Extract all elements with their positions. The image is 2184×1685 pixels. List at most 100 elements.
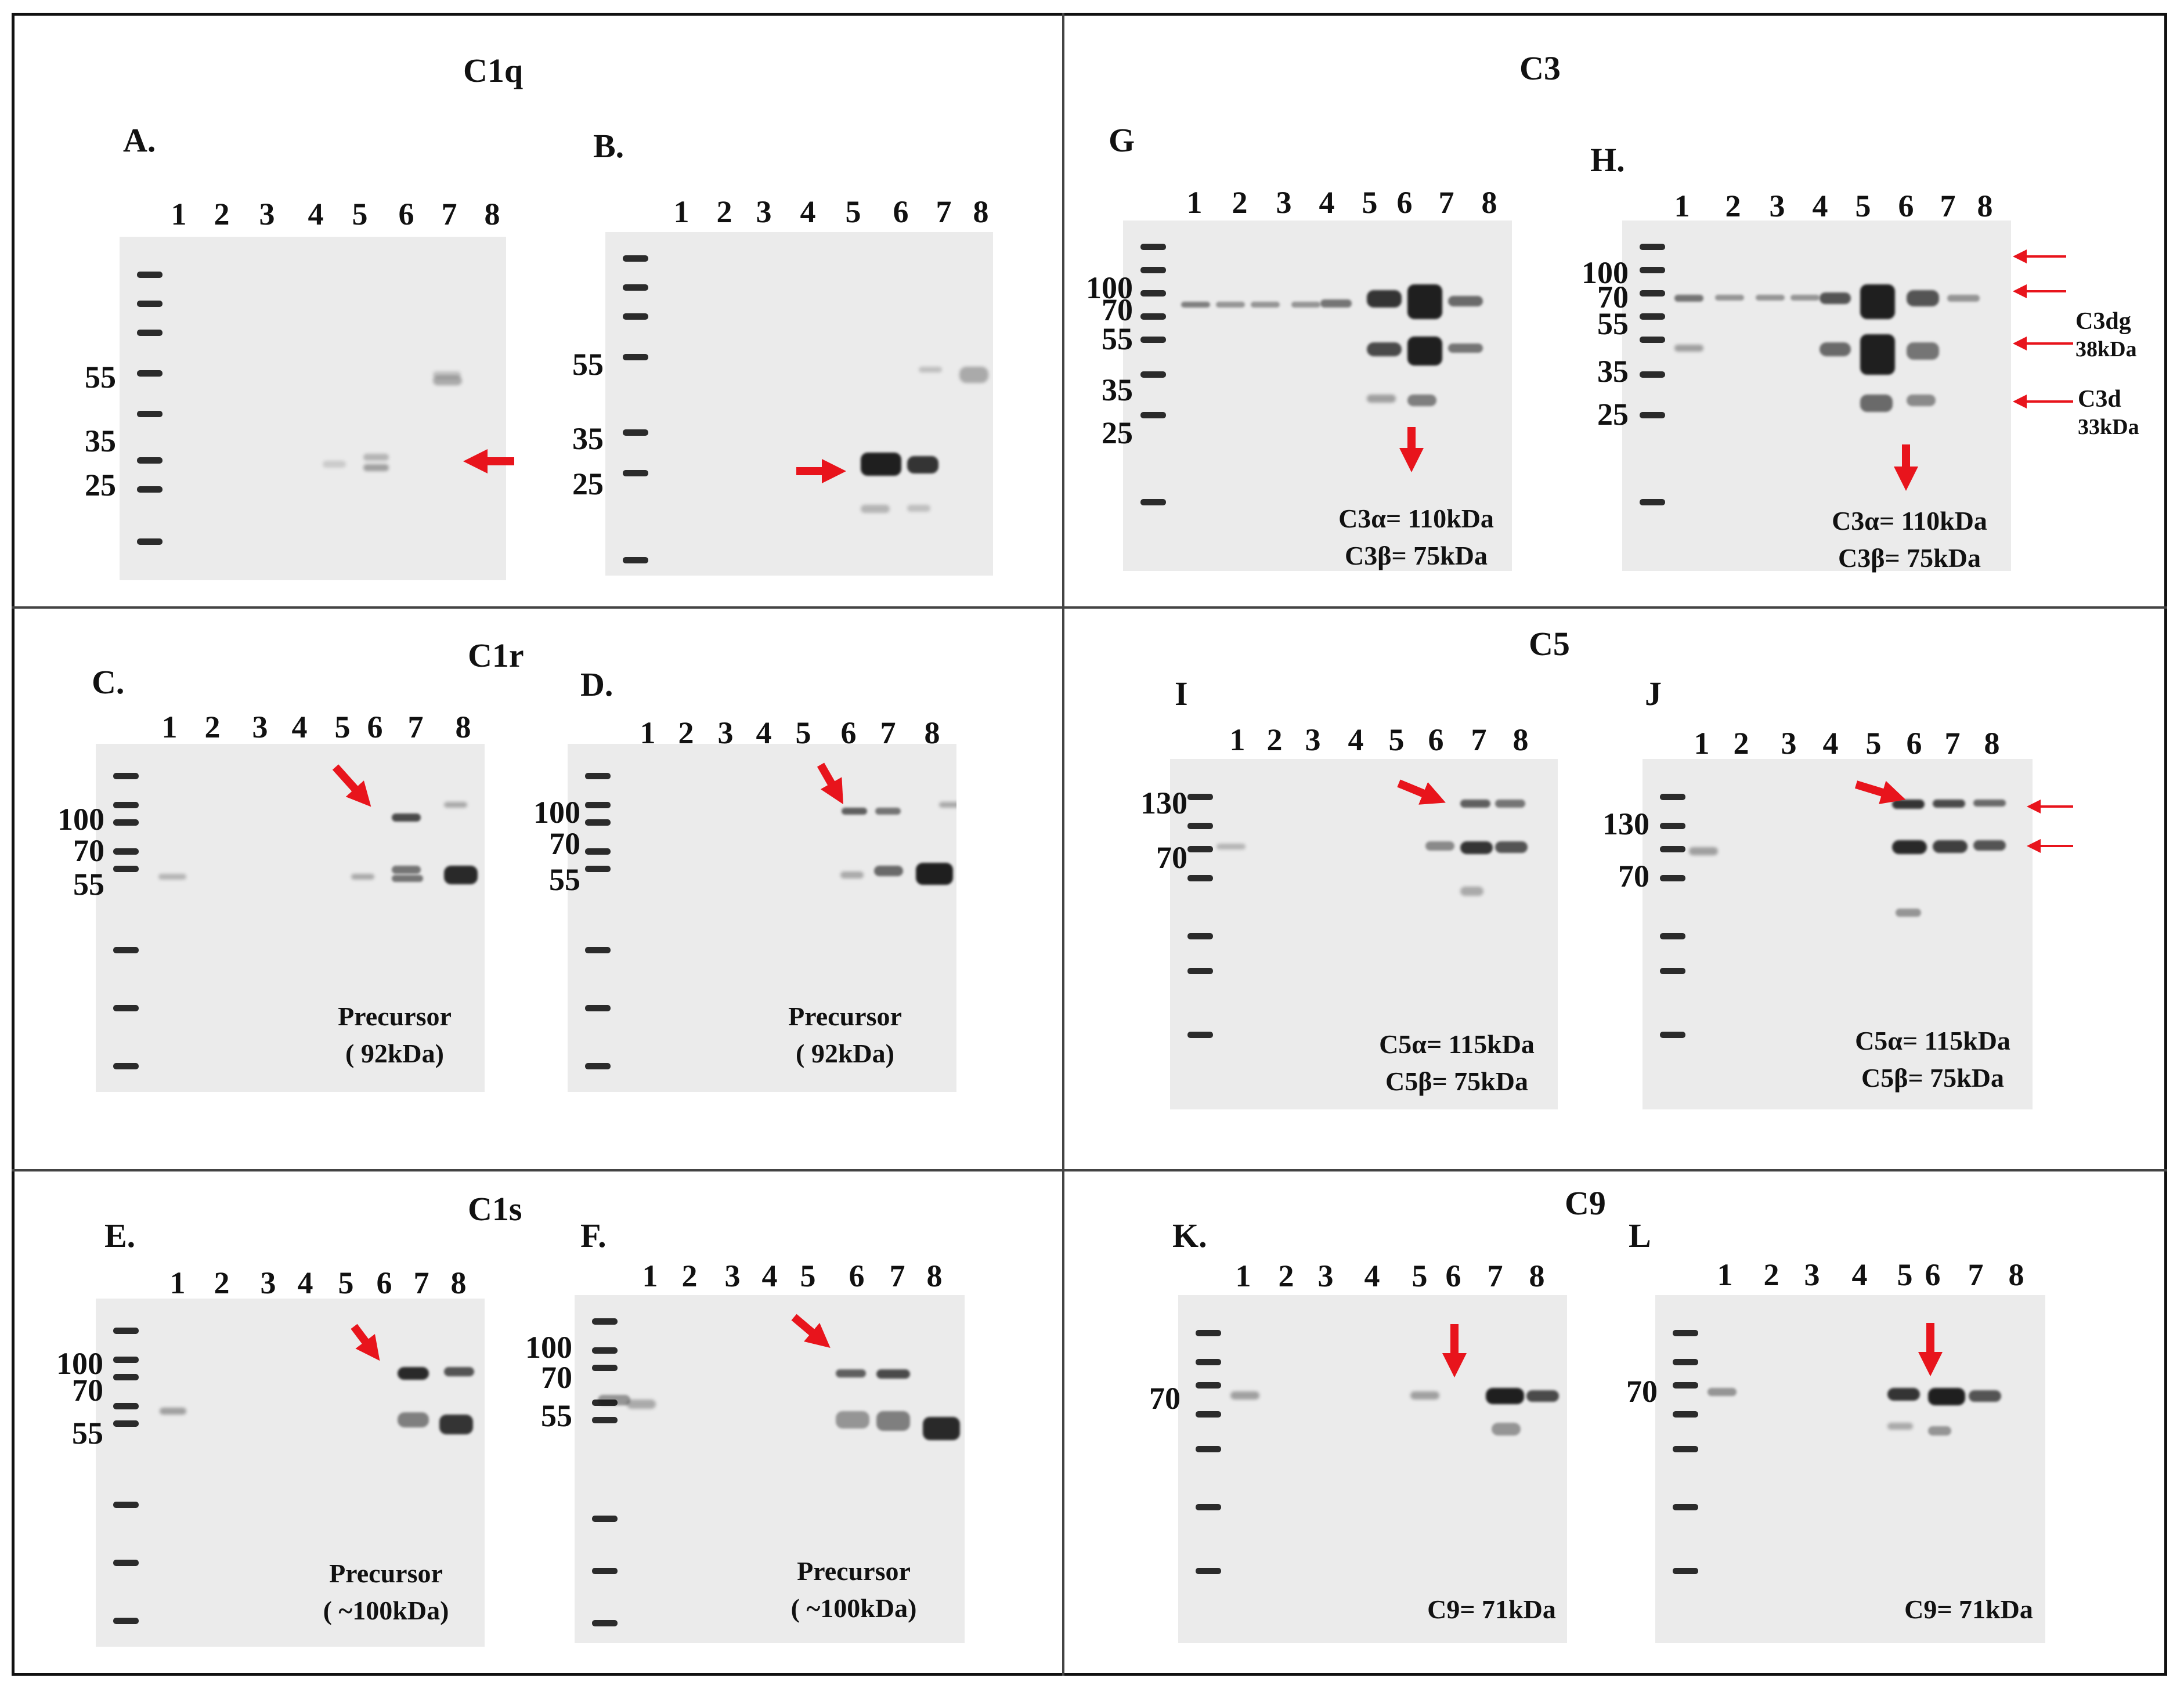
protein-band [1230,1391,1259,1400]
protein-band [1887,1423,1913,1430]
ladder-band [1660,933,1685,939]
lane-number: 8 [973,194,989,229]
lane-number: 1 [1674,189,1690,223]
ladder-band [113,773,139,779]
annotation-c3d: C3d 33kDa [2078,385,2139,441]
lane-number: 7 [413,1265,429,1300]
protein-band [1425,841,1454,851]
mw-label: 55 [85,360,116,395]
note-line: C3α= 110kDa [1338,504,1494,533]
lane-number: 4 [1319,185,1335,220]
ladder-band [137,457,163,464]
mw-label: 25 [572,467,604,501]
lane-number: 7 [1968,1257,1984,1292]
note-i: C5α= 115kDa C5β= 75kDa [1358,1026,1555,1100]
figure-frame [12,13,2167,1676]
protein-band [1367,290,1402,308]
protein-band [1907,342,1939,360]
protein-band [1181,302,1210,308]
ladder-band [1196,1411,1221,1418]
blot-f [575,1295,965,1643]
note-line: C9= 71kDa [1427,1594,1556,1624]
protein-band [874,866,903,876]
ladder-band [585,848,611,855]
mw-label: 55 [572,347,604,382]
annotation-text: 38kDa [2075,337,2137,361]
lane-number: 5 [1897,1257,1913,1292]
ladder-band [1673,1411,1698,1418]
protein-band [1933,840,1968,853]
ladder-band [623,429,648,436]
protein-band [939,802,956,808]
section-title-c1r: C1r [468,637,524,674]
lane-number: 7 [1471,722,1487,757]
note-line: C5α= 115kDa [1855,1026,2010,1055]
lane-number: 1 [640,715,656,750]
blot-h [1622,220,2011,571]
protein-band [398,1412,429,1427]
ladder-band [585,802,611,808]
ladder-band [1187,875,1213,881]
lane-number: 5 [1855,189,1871,223]
protein-band [876,1411,910,1431]
protein-band [836,1411,869,1429]
blot-k [1178,1295,1567,1643]
lane-number: 1 [1694,726,1710,761]
mw-label: 25 [1102,415,1133,450]
lane-number: 6 [376,1265,392,1300]
lane-number: 1 [1229,722,1246,757]
protein-band [1973,800,2006,807]
lane-number: 5 [334,710,351,744]
ladder-band [1187,823,1213,829]
lane-number: 7 [441,197,457,232]
protein-band [392,866,421,874]
lane-number: 4 [1364,1259,1380,1293]
ladder-band [1673,1568,1698,1574]
protein-band [392,813,421,822]
row-divider-1 [12,606,2167,609]
protein-band [1820,292,1851,304]
mw-label: 70 [73,833,104,868]
lane-number: 4 [1348,722,1364,757]
ladder-band [1187,1032,1213,1038]
protein-band [1674,295,1703,302]
ladder-band [592,1347,618,1354]
protein-band [1460,800,1490,808]
ladder-band [1187,846,1213,852]
protein-band [1947,295,1980,302]
note-line: C5α= 115kDa [1379,1029,1535,1059]
ladder-band [1660,968,1685,974]
ladder-band [585,819,611,826]
protein-band [842,808,867,815]
protein-band [1291,302,1320,308]
note-line: Precursor [797,1556,911,1586]
ladder-band [1673,1504,1698,1510]
lane-number: 8 [1529,1259,1545,1293]
ladder-band [623,354,648,360]
panel-label-a: A. [123,121,156,159]
ladder-band [1640,337,1665,343]
ladder-band [1660,875,1685,881]
protein-band [1448,343,1483,353]
protein-band [923,1417,960,1440]
mw-label: 55 [1597,306,1629,341]
protein-band [1928,1388,1965,1405]
lane-number: 2 [1278,1259,1294,1293]
lane-number: 2 [214,1265,230,1300]
lane-number: 3 [1804,1257,1820,1292]
ladder-band [137,486,163,493]
panel-label-l: L [1629,1217,1651,1254]
note-e: Precursor ( ~100kDa) [308,1555,464,1629]
ladder-band [137,411,163,417]
lane-number: 4 [761,1259,778,1293]
ladder-band [1196,1568,1221,1574]
ladder-band [113,802,139,808]
protein-band [1790,295,1820,301]
ladder-band [592,1400,618,1406]
ladder-band [1196,1330,1221,1336]
protein-band [1928,1426,1951,1435]
ladder-band [113,1560,139,1566]
lane-number: 2 [204,710,221,744]
blot-i [1170,759,1558,1109]
note-d: Precursor ( 92kDa) [775,998,915,1072]
